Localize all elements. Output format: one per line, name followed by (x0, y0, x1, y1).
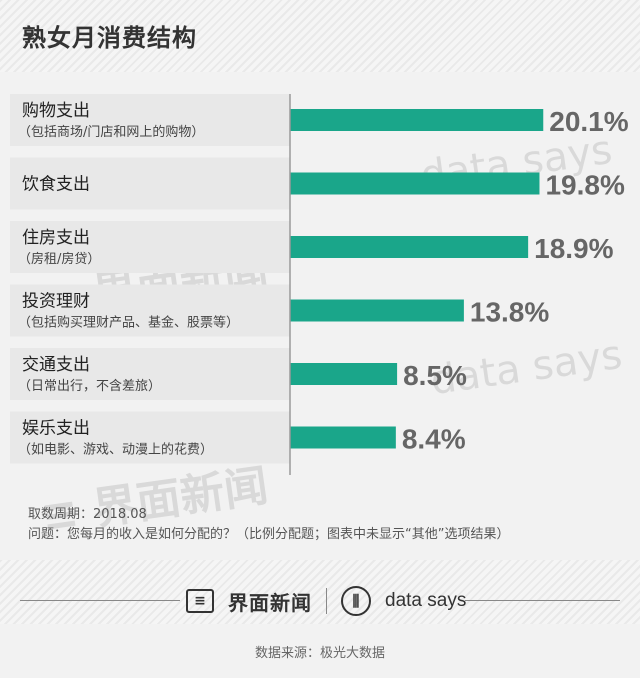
category-label: 购物支出 (22, 101, 90, 121)
category-band (10, 284, 290, 337)
category-label: 投资理财 (22, 292, 90, 312)
category-label: 娱乐支出 (22, 419, 90, 439)
bar (290, 236, 529, 258)
datasays-logo-icon: ⫼ (341, 586, 371, 616)
bar (290, 426, 396, 449)
footnote-period: 取数周期：2018.08 (28, 507, 147, 522)
category-sublabel: （房租/房贷） (18, 251, 100, 267)
bar (290, 172, 540, 195)
value-label: 19.8% (545, 170, 624, 201)
value-label: 8.5% (403, 360, 467, 391)
brand-name: 界面新闻 (228, 590, 312, 615)
footnotes: 取数周期：2018.08 问题：您每月的收入是如何分配的？（比例分配题；图表中未… (28, 505, 628, 545)
chart-title: 熟女月消费结构 (22, 24, 197, 52)
category-label: 饮食支出 (22, 175, 90, 195)
category-band (10, 411, 290, 464)
bar (290, 299, 464, 322)
category-band (10, 157, 290, 210)
footnote-question: 问题：您每月的收入是如何分配的？（比例分配题；图表中未显示“其他”选项结果） (28, 527, 510, 542)
brand-divider-left (20, 600, 180, 601)
category-sublabel: （包括购买理财产品、基金、股票等） (18, 315, 239, 331)
category-band (10, 221, 290, 273)
value-label: 13.8% (470, 297, 549, 328)
brand-separator (326, 588, 327, 614)
bar (290, 363, 398, 385)
chart-area: 购物支出 （包括商场/门店和网上的购物） 20.1% 饮食支出 19.8% 住房支出 （房租… (0, 80, 640, 500)
bar-chart: 购物支出 （包括商场/门店和网上的购物） 20.1% 饮食支出 19.8% 住房支出 （房租… (10, 94, 629, 475)
datasays-name: data says (385, 590, 467, 611)
category-band (10, 348, 290, 400)
value-label: 8.4% (402, 424, 466, 455)
brand-band (0, 560, 640, 624)
bar (290, 109, 544, 131)
category-label: 交通支出 (22, 355, 90, 375)
category-label: 住房支出 (22, 228, 90, 248)
data-source: 数据来源：极光大数据 (254, 646, 385, 661)
brand-divider-right (465, 600, 620, 601)
category-band (10, 94, 290, 146)
category-sublabel: （包括商场/门店和网上的购物） (18, 124, 204, 140)
value-label: 18.9% (534, 233, 613, 264)
category-sublabel: （日常出行，不含差旅） (18, 378, 161, 394)
value-label: 20.1% (549, 106, 628, 137)
category-sublabel: （如电影、游戏、动漫上的花费） (18, 442, 213, 458)
title-band (0, 0, 640, 72)
jiemian-logo-icon: ≡ (186, 589, 214, 613)
brand-footer: ≡ 界面新闻 ⫼ data says (186, 584, 466, 618)
